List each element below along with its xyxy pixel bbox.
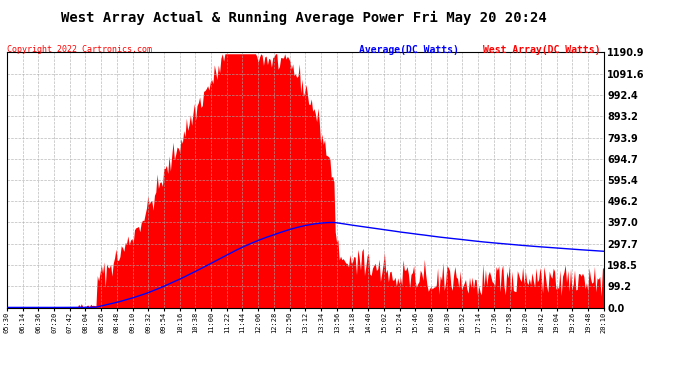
Text: Average(DC Watts): Average(DC Watts) <box>359 45 459 55</box>
Text: West Array Actual & Running Average Power Fri May 20 20:24: West Array Actual & Running Average Powe… <box>61 11 546 26</box>
Text: West Array(DC Watts): West Array(DC Watts) <box>483 45 600 55</box>
Text: Copyright 2022 Cartronics.com: Copyright 2022 Cartronics.com <box>7 45 152 54</box>
